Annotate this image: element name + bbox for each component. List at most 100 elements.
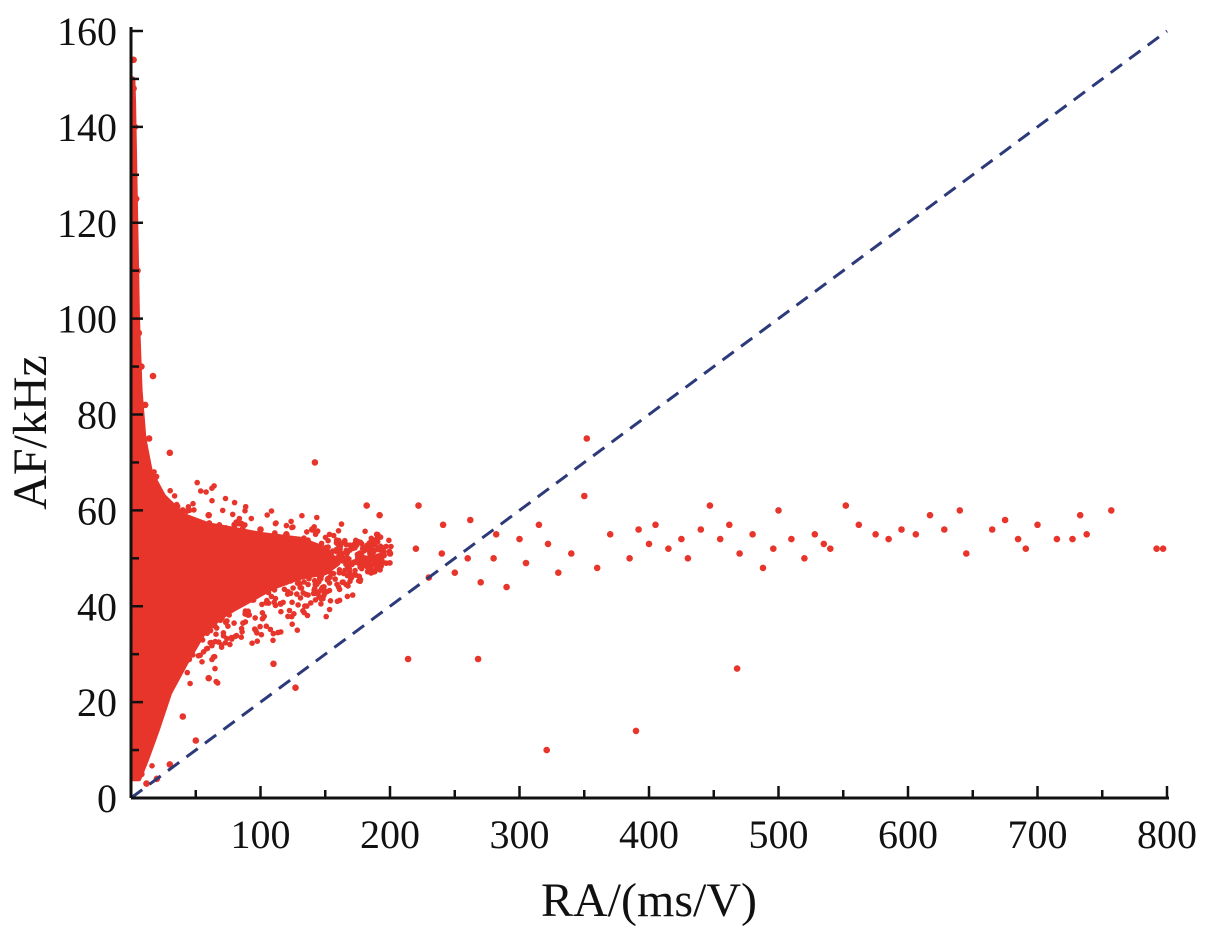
scatter-point bbox=[855, 521, 863, 529]
scatter-point bbox=[626, 555, 633, 562]
scatter-point bbox=[225, 598, 232, 604]
scatter-point bbox=[270, 630, 277, 637]
scatter-point bbox=[246, 557, 253, 564]
scatter-point bbox=[153, 497, 161, 505]
scatter-point bbox=[195, 583, 201, 590]
scatter-point bbox=[289, 540, 295, 547]
scatter-point bbox=[222, 541, 229, 547]
scatter-point bbox=[212, 638, 218, 645]
y-tick-label: 60 bbox=[77, 488, 117, 533]
scatter-point bbox=[820, 540, 828, 548]
scatter-point bbox=[133, 677, 140, 683]
scatter-point bbox=[200, 628, 206, 634]
scatter-point bbox=[352, 545, 358, 551]
scatter-point bbox=[988, 526, 996, 533]
y-tick-label: 140 bbox=[57, 105, 117, 150]
scatter-point bbox=[139, 549, 145, 556]
scatter-point bbox=[131, 498, 138, 504]
scatter-point bbox=[138, 479, 145, 486]
scatter-point bbox=[801, 555, 808, 562]
scatter-point bbox=[190, 555, 196, 562]
scatter-point bbox=[237, 593, 244, 600]
scatter-point bbox=[148, 661, 155, 668]
scatter-point bbox=[187, 619, 193, 625]
scatter-point bbox=[149, 372, 157, 380]
scatter-point bbox=[147, 479, 153, 485]
scatter-point bbox=[143, 525, 149, 531]
scatter-point bbox=[349, 592, 356, 598]
scatter-point bbox=[229, 587, 236, 594]
scatter-point bbox=[176, 619, 183, 625]
scatter-point bbox=[358, 565, 365, 572]
scatter-point bbox=[273, 533, 279, 539]
scatter-point bbox=[229, 511, 236, 518]
scatter-point bbox=[222, 525, 229, 531]
scatter-point bbox=[212, 556, 218, 563]
scatter-point bbox=[136, 611, 142, 617]
scatter-point bbox=[142, 595, 149, 601]
scatter-point bbox=[749, 531, 756, 538]
scatter-point bbox=[357, 578, 363, 585]
scatter-point bbox=[230, 570, 237, 577]
scatter-point bbox=[328, 554, 334, 561]
scatter-point bbox=[164, 552, 171, 559]
scatter-point bbox=[583, 435, 591, 442]
scatter-point bbox=[207, 611, 213, 617]
scatter-point bbox=[492, 531, 500, 538]
scatter-point bbox=[132, 534, 139, 540]
scatter-point bbox=[131, 685, 137, 691]
scatter-point bbox=[159, 630, 165, 637]
scatter-point bbox=[310, 544, 317, 550]
scatter-point bbox=[209, 544, 216, 550]
scatter-point bbox=[132, 729, 139, 736]
scatter-point bbox=[143, 635, 150, 642]
axes: 100 200 300 400 500 600 700 800 0 20 40 60 80 100 120… bbox=[57, 9, 1197, 857]
scatter-point bbox=[326, 531, 333, 538]
scatter-point bbox=[343, 550, 350, 556]
scatter-point bbox=[262, 579, 269, 585]
scatter-point bbox=[252, 615, 258, 621]
scatter-point bbox=[166, 624, 173, 631]
scatter-point bbox=[203, 621, 210, 628]
scatter-point bbox=[201, 560, 207, 566]
scatter-point bbox=[272, 520, 279, 527]
scatter-point bbox=[338, 521, 345, 527]
scatter-point bbox=[179, 507, 187, 514]
scatter-point bbox=[215, 572, 221, 579]
x-tick-label: 200 bbox=[360, 812, 420, 857]
scatter-point bbox=[316, 574, 323, 580]
scatter-point bbox=[373, 564, 381, 572]
scatter-point bbox=[200, 569, 207, 576]
scatter-point bbox=[248, 515, 255, 522]
scatter-point bbox=[322, 588, 329, 596]
scatter-point bbox=[138, 528, 145, 535]
scatter-point bbox=[230, 536, 236, 543]
scatter-point bbox=[169, 544, 176, 550]
scatter-point bbox=[318, 540, 325, 547]
scatter-point bbox=[334, 549, 341, 555]
scatter-point bbox=[197, 488, 204, 494]
scatter-point bbox=[464, 555, 472, 562]
scatter-point bbox=[248, 537, 255, 543]
scatter-point bbox=[242, 583, 248, 590]
scatter-point bbox=[827, 545, 834, 552]
scatter-point bbox=[276, 570, 283, 577]
scatter-point bbox=[167, 487, 173, 494]
scatter-point bbox=[231, 499, 238, 506]
scatter-point bbox=[132, 473, 138, 480]
scatter-point bbox=[271, 587, 278, 593]
scatter-point bbox=[347, 574, 355, 581]
x-tick-label: 100 bbox=[231, 812, 291, 857]
scatter-point bbox=[160, 529, 166, 535]
scatter-point bbox=[239, 629, 245, 635]
scatter-point bbox=[635, 526, 642, 533]
scatter-point bbox=[224, 618, 230, 624]
scatter-point bbox=[153, 674, 160, 681]
scatter-point bbox=[146, 687, 152, 693]
scatter-point bbox=[706, 502, 714, 509]
scatter-point bbox=[283, 531, 290, 538]
scatter-point bbox=[270, 660, 277, 668]
scatter-point bbox=[177, 636, 184, 643]
scatter-point bbox=[136, 624, 143, 630]
scatter-point bbox=[253, 627, 259, 634]
